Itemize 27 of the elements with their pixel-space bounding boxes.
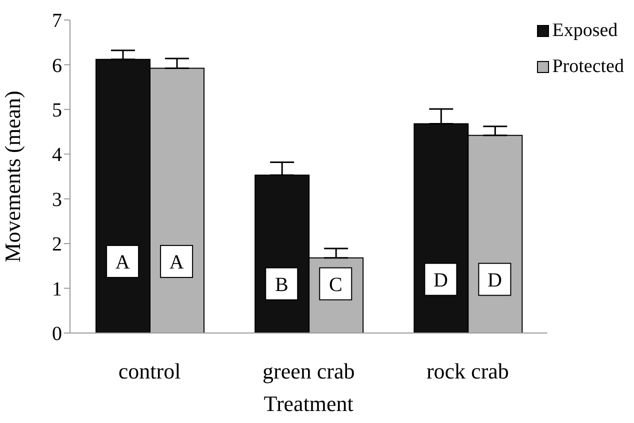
y-tick-label: 0 <box>52 323 62 346</box>
annotation: A <box>115 251 130 274</box>
y-tick-label: 4 <box>52 144 62 166</box>
letter-box: B <box>265 267 298 300</box>
legend-label: Exposed <box>552 20 618 42</box>
letter-box: A <box>106 244 140 278</box>
annotation: A <box>169 251 184 274</box>
annotation: D <box>433 269 448 292</box>
y-tick-label: 7 <box>52 10 62 32</box>
x-tick-label: rock crab <box>426 358 509 384</box>
annotation: B <box>274 274 288 296</box>
x-axis-title: Treatment <box>264 391 354 416</box>
y-tick-label: 3 <box>52 188 62 211</box>
legend-label: Protected <box>552 56 624 78</box>
y-tick-label: 6 <box>52 54 62 77</box>
y-axis-title: Movements (mean) <box>0 90 25 262</box>
y-tick-label: 1 <box>52 278 62 300</box>
y-tick-label: 5 <box>52 100 62 122</box>
x-tick-label: control <box>118 358 181 384</box>
letter-box: C <box>319 267 352 300</box>
annotation: D <box>487 269 502 292</box>
letter-box: D <box>424 262 458 296</box>
letter-box: D <box>478 262 512 296</box>
letter-box: A <box>160 244 194 278</box>
y-tick-label: 2 <box>52 234 62 256</box>
annotation: C <box>328 274 342 296</box>
x-tick-label: green crab <box>262 358 355 384</box>
